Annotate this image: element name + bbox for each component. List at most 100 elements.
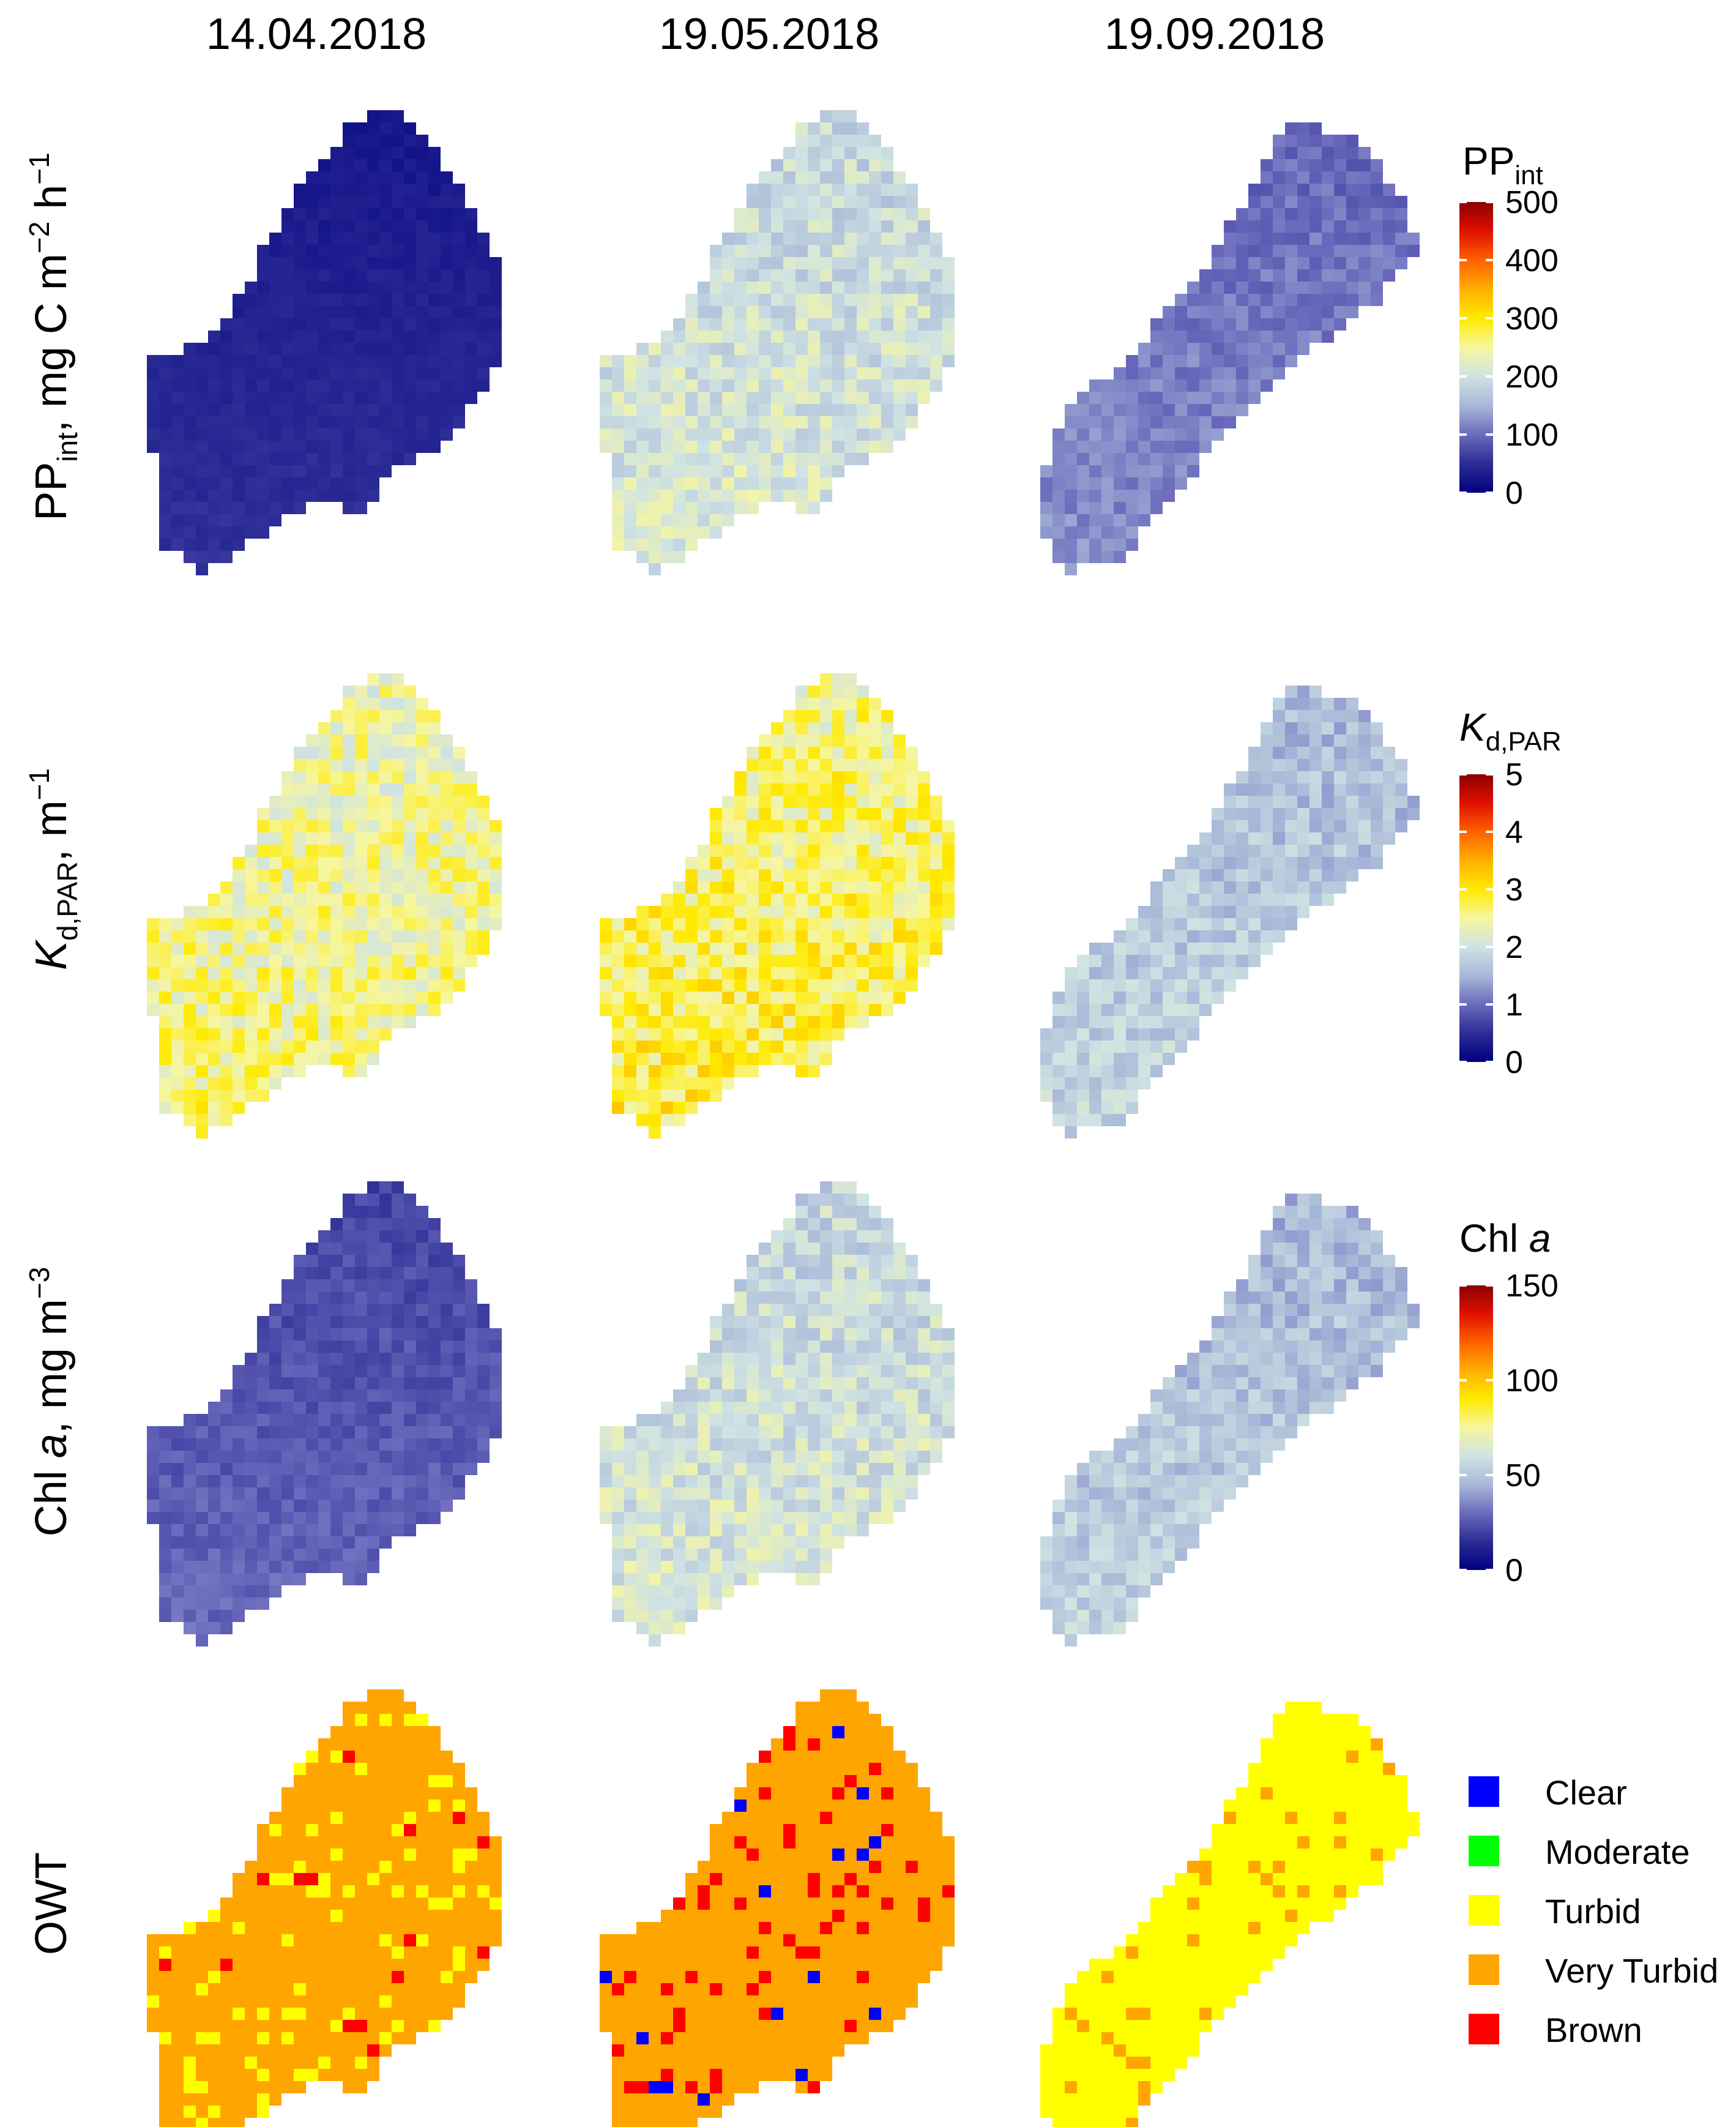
map-cell [257, 355, 269, 367]
map-cell [171, 539, 184, 551]
map-cell [453, 1304, 465, 1316]
map-cell [208, 514, 220, 526]
map-cell [1175, 306, 1187, 318]
map-cell [269, 1065, 281, 1077]
map-cell [330, 1414, 343, 1426]
map-cell [392, 992, 404, 1004]
map-cell [844, 1512, 857, 1524]
map-cell [930, 1316, 942, 1328]
map-cell [257, 1463, 269, 1475]
map-cell [416, 992, 428, 1004]
map-cell [636, 1622, 649, 1634]
map-cell [233, 343, 245, 355]
map-cell [1371, 722, 1383, 735]
map-cell [306, 881, 318, 894]
map-cell [1065, 490, 1077, 502]
map-cell [1322, 808, 1334, 820]
map-cell [844, 208, 857, 220]
map-cell [453, 208, 465, 220]
map-cell [734, 869, 747, 881]
map-cell [1297, 1206, 1309, 1218]
map-cell [636, 428, 649, 441]
map-cell [404, 808, 416, 820]
map-cell [649, 979, 661, 992]
map-cell [747, 783, 759, 796]
map-cell [1150, 428, 1163, 441]
map-cell [196, 441, 208, 453]
map-cell [795, 1230, 808, 1243]
map-cell [453, 416, 465, 428]
map-cell [147, 379, 159, 392]
map-cell [257, 392, 269, 404]
map-cell [1224, 294, 1236, 306]
map-cell [869, 1206, 881, 1218]
map-cell [208, 1524, 220, 1536]
map-cell [343, 1463, 355, 1475]
map-cell [343, 857, 355, 869]
map-cell [636, 1585, 649, 1598]
map-cell [734, 1561, 747, 1573]
map-cell [698, 906, 710, 918]
map-cell [844, 1487, 857, 1500]
map-cell [208, 428, 220, 441]
map-cell [771, 294, 783, 306]
map-cell [820, 881, 832, 894]
map-cell [343, 1328, 355, 1340]
map-cell [306, 1414, 318, 1426]
map-cell [820, 159, 832, 171]
map-cell [698, 428, 710, 441]
map-cell [379, 967, 392, 979]
map-cell [306, 1041, 318, 1053]
map-cell [306, 1536, 318, 1549]
map-cell [1199, 906, 1212, 918]
map-cell [379, 735, 392, 747]
map-cell [636, 955, 649, 967]
map-cell [367, 367, 379, 379]
map-cell [857, 783, 869, 796]
map-cell [1309, 294, 1322, 306]
map-cell [832, 331, 844, 343]
map-cell [1322, 1218, 1334, 1230]
map-cell [269, 1004, 281, 1016]
map-cell [1273, 306, 1285, 318]
map-cell [685, 453, 698, 465]
map-cell [330, 331, 343, 343]
map-cell [698, 1426, 710, 1438]
map-cell [759, 269, 771, 282]
map-cell [1114, 943, 1126, 955]
map-cell [1358, 159, 1371, 171]
map-cell [734, 1365, 747, 1377]
map-cell [245, 881, 257, 894]
map-cell [857, 943, 869, 955]
map-cell [783, 1316, 795, 1328]
map-cell [698, 1016, 710, 1028]
map-cell [306, 331, 318, 343]
map-cell [392, 379, 404, 392]
map-cell [392, 1016, 404, 1028]
map-cell [771, 1463, 783, 1475]
map-cell [820, 943, 832, 955]
map-cell [1395, 196, 1407, 208]
map-cell [428, 869, 441, 881]
map-cell [685, 955, 698, 967]
map-cell [612, 992, 624, 1004]
map-cell [869, 1267, 881, 1279]
map-cell [636, 1463, 649, 1475]
map-cell [441, 1377, 453, 1389]
map-cell [196, 1102, 208, 1114]
map-cell [490, 1353, 502, 1365]
map-cell [1077, 514, 1089, 526]
map-cell [184, 1475, 196, 1487]
map-cell [832, 171, 844, 184]
map-cell [881, 147, 893, 159]
map-cell [795, 979, 808, 992]
map-cell [1077, 526, 1089, 539]
map-cell [869, 1243, 881, 1255]
map-cell [685, 392, 698, 404]
map-cell [257, 331, 269, 343]
map-cell [416, 894, 428, 906]
map-cell [698, 845, 710, 857]
map-cell [355, 832, 367, 845]
map-cell [294, 208, 306, 220]
map-cell [783, 196, 795, 208]
